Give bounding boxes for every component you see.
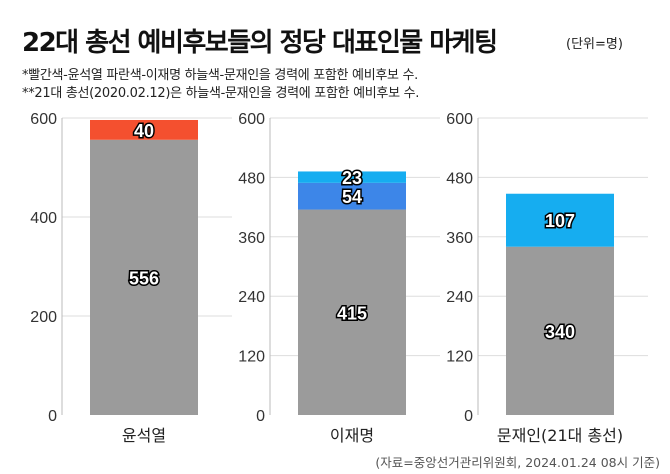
y-tick-label: 480	[446, 170, 473, 187]
y-tick-label: 240	[238, 289, 265, 306]
y-tick-label: 360	[238, 230, 265, 247]
source-note: (자료=중앙선거관리위원회, 2024.01.24 08시 기준)	[375, 455, 660, 470]
y-tick-label: 360	[446, 230, 473, 247]
y-tick-label: 120	[446, 349, 473, 366]
y-tick-label: 600	[446, 111, 473, 128]
unit-label: (단위=명)	[566, 37, 623, 52]
y-tick-label: 600	[30, 111, 57, 128]
x-category-label: 윤석열	[122, 426, 166, 445]
data-label: 415	[337, 303, 367, 323]
y-tick-label: 480	[238, 170, 265, 187]
data-label: 107	[545, 211, 575, 231]
bar-segment	[298, 209, 406, 415]
chart-title: 22대 총선 예비후보들의 정당 대표인물 마케팅	[22, 28, 498, 58]
y-tick-label: 200	[30, 309, 57, 326]
y-tick-label: 0	[256, 408, 265, 425]
bar-segment	[506, 246, 614, 415]
bar-segment	[506, 193, 614, 247]
bar-segment	[298, 171, 406, 183]
y-tick-label: 0	[48, 408, 57, 425]
x-category-label: 이재명	[330, 426, 374, 445]
y-tick-label: 0	[464, 408, 473, 425]
y-tick-label: 400	[30, 210, 57, 227]
y-tick-label: 120	[238, 349, 265, 366]
data-label: 340	[545, 322, 575, 342]
data-label: 40	[134, 121, 154, 141]
data-label: 23	[342, 168, 362, 188]
note-2: **21대 총선(2020.02.12)은 하늘색-문재인을 경력에 포함한 예…	[22, 86, 420, 101]
y-tick-label: 600	[238, 111, 265, 128]
bar-segment	[90, 139, 198, 415]
y-tick-label: 240	[446, 289, 473, 306]
data-label: 54	[342, 187, 362, 207]
note-1: *빨간색-윤석열 파란색-이재명 하늘색-문재인을 경력에 포함한 예비후보 수…	[22, 68, 418, 83]
bar-segment	[90, 119, 198, 140]
bar-segment	[298, 182, 406, 210]
data-label: 556	[129, 268, 159, 288]
x-category-label: 문재인(21대 총선)	[497, 426, 623, 445]
